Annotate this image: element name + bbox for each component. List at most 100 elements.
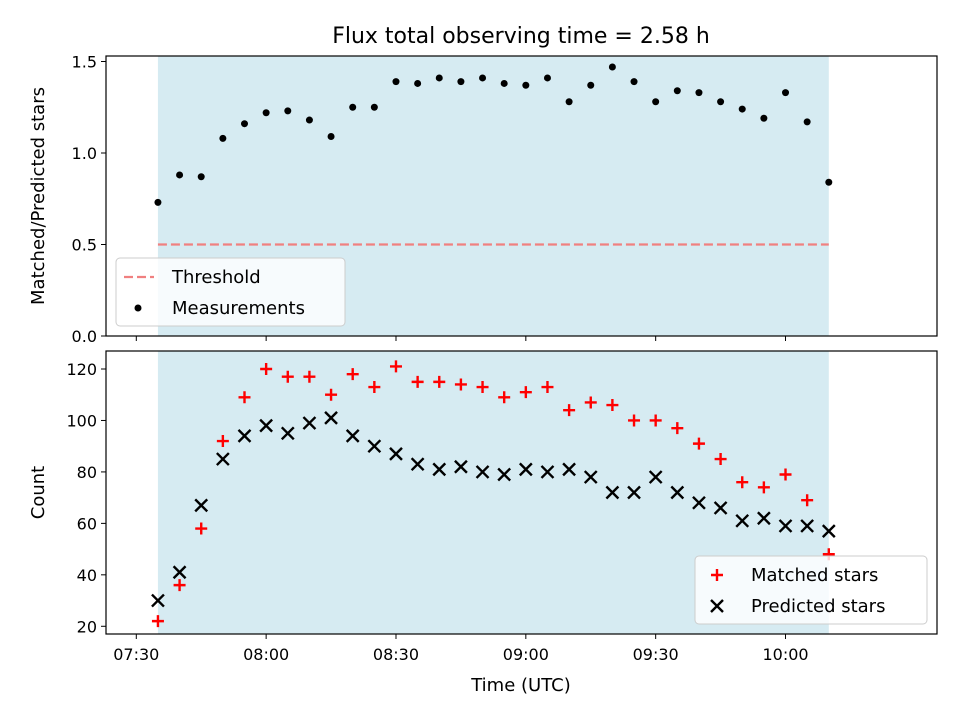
legend-marker <box>710 599 724 613</box>
data-point <box>630 78 638 86</box>
data-point <box>692 495 706 510</box>
data-point <box>540 465 555 479</box>
data-point <box>349 103 357 111</box>
legend-box <box>694 555 928 625</box>
data-point <box>583 470 598 484</box>
data-point <box>584 396 597 409</box>
y-tick-label: 60 <box>77 514 97 533</box>
data-point <box>800 519 815 533</box>
data-point <box>519 386 532 399</box>
data-point <box>522 81 530 89</box>
data-point <box>736 476 749 489</box>
data-point <box>541 381 554 394</box>
data-point <box>194 498 209 513</box>
data-point <box>370 103 378 111</box>
data-point <box>713 501 728 515</box>
data-point <box>411 375 424 388</box>
data-point <box>151 615 164 628</box>
y-tick-label: 1.0 <box>72 144 97 163</box>
data-point <box>303 370 316 383</box>
data-point <box>237 429 252 443</box>
data-point <box>216 452 230 466</box>
data-point <box>433 375 446 388</box>
data-point <box>327 133 335 141</box>
data-point <box>628 414 641 427</box>
data-point <box>673 87 681 95</box>
legend-marker <box>134 304 142 312</box>
chart-title: Flux total observing time = 2.58 h <box>332 24 710 49</box>
count-panel: 20 40 60 80 100 120 07:30 08:00 08:30 09:00 09:30 1… <box>28 350 938 664</box>
x-tick-label: 09:00 <box>503 645 549 664</box>
data-point <box>389 447 403 461</box>
data-point <box>652 98 660 106</box>
x-tick-label: 08:00 <box>243 645 289 664</box>
data-point <box>670 485 685 500</box>
data-point <box>735 513 750 528</box>
data-point <box>801 494 814 507</box>
y-tick-label: 20 <box>77 617 97 636</box>
data-point <box>692 437 705 450</box>
data-point <box>367 439 382 454</box>
data-point <box>587 81 595 89</box>
data-point <box>671 422 684 435</box>
data-point <box>173 579 186 592</box>
legend-label: Measurements <box>172 298 305 319</box>
data-point <box>608 63 616 71</box>
data-point <box>695 89 703 97</box>
data-point <box>782 89 790 97</box>
data-point <box>479 74 487 82</box>
legend-label: Matched stars <box>751 565 878 586</box>
data-point <box>238 391 251 404</box>
data-point <box>563 404 576 417</box>
data-point <box>414 79 422 87</box>
series-predicted-stars <box>151 411 836 608</box>
data-point <box>216 435 229 448</box>
data-point <box>324 411 338 425</box>
data-point <box>497 467 512 482</box>
data-point <box>475 465 490 479</box>
data-point <box>432 462 447 477</box>
x-tick-label: 08:30 <box>373 645 419 664</box>
legend-label: Predicted stars <box>751 596 885 617</box>
y-tick-label: 0.5 <box>72 235 97 254</box>
data-point <box>714 453 727 466</box>
x-tick-label: 09:30 <box>633 645 679 664</box>
y-axis-label: Matched/Predicted stars <box>28 87 49 305</box>
data-point <box>281 370 294 383</box>
data-point <box>389 360 402 373</box>
data-point <box>151 593 165 608</box>
series-measurements <box>154 63 833 206</box>
data-point <box>368 381 381 394</box>
legend-marker <box>711 569 723 581</box>
data-point <box>302 416 317 430</box>
data-point <box>760 114 768 122</box>
legend: Threshold Measurements <box>115 257 346 327</box>
data-point <box>325 388 338 401</box>
data-point <box>410 457 425 472</box>
y-axis-label: Count <box>28 466 49 519</box>
data-point <box>821 524 836 538</box>
data-point <box>648 470 663 484</box>
data-point <box>649 414 662 427</box>
y-tick-label: 120 <box>66 360 97 379</box>
data-point <box>305 116 313 124</box>
data-point <box>260 363 273 376</box>
data-point <box>757 511 771 526</box>
data-point <box>565 98 573 106</box>
y-tick-label: 80 <box>77 463 97 482</box>
data-point <box>435 74 443 82</box>
data-point <box>284 107 292 115</box>
y-tick-label: 100 <box>66 411 97 430</box>
data-point <box>757 481 770 494</box>
data-point <box>738 105 746 113</box>
data-point <box>454 378 467 391</box>
legend-label: Threshold <box>171 267 261 288</box>
legend: Matched stars Predicted stars <box>694 555 928 625</box>
y-tick-label: 1.5 <box>72 52 97 71</box>
axes-frame <box>105 350 938 635</box>
data-point <box>195 522 208 535</box>
ratio-panel: 0.0 0.5 1.0 1.5 Matched/Predicted stars Thres… <box>28 52 938 346</box>
data-point <box>172 565 187 580</box>
data-point <box>345 429 360 443</box>
